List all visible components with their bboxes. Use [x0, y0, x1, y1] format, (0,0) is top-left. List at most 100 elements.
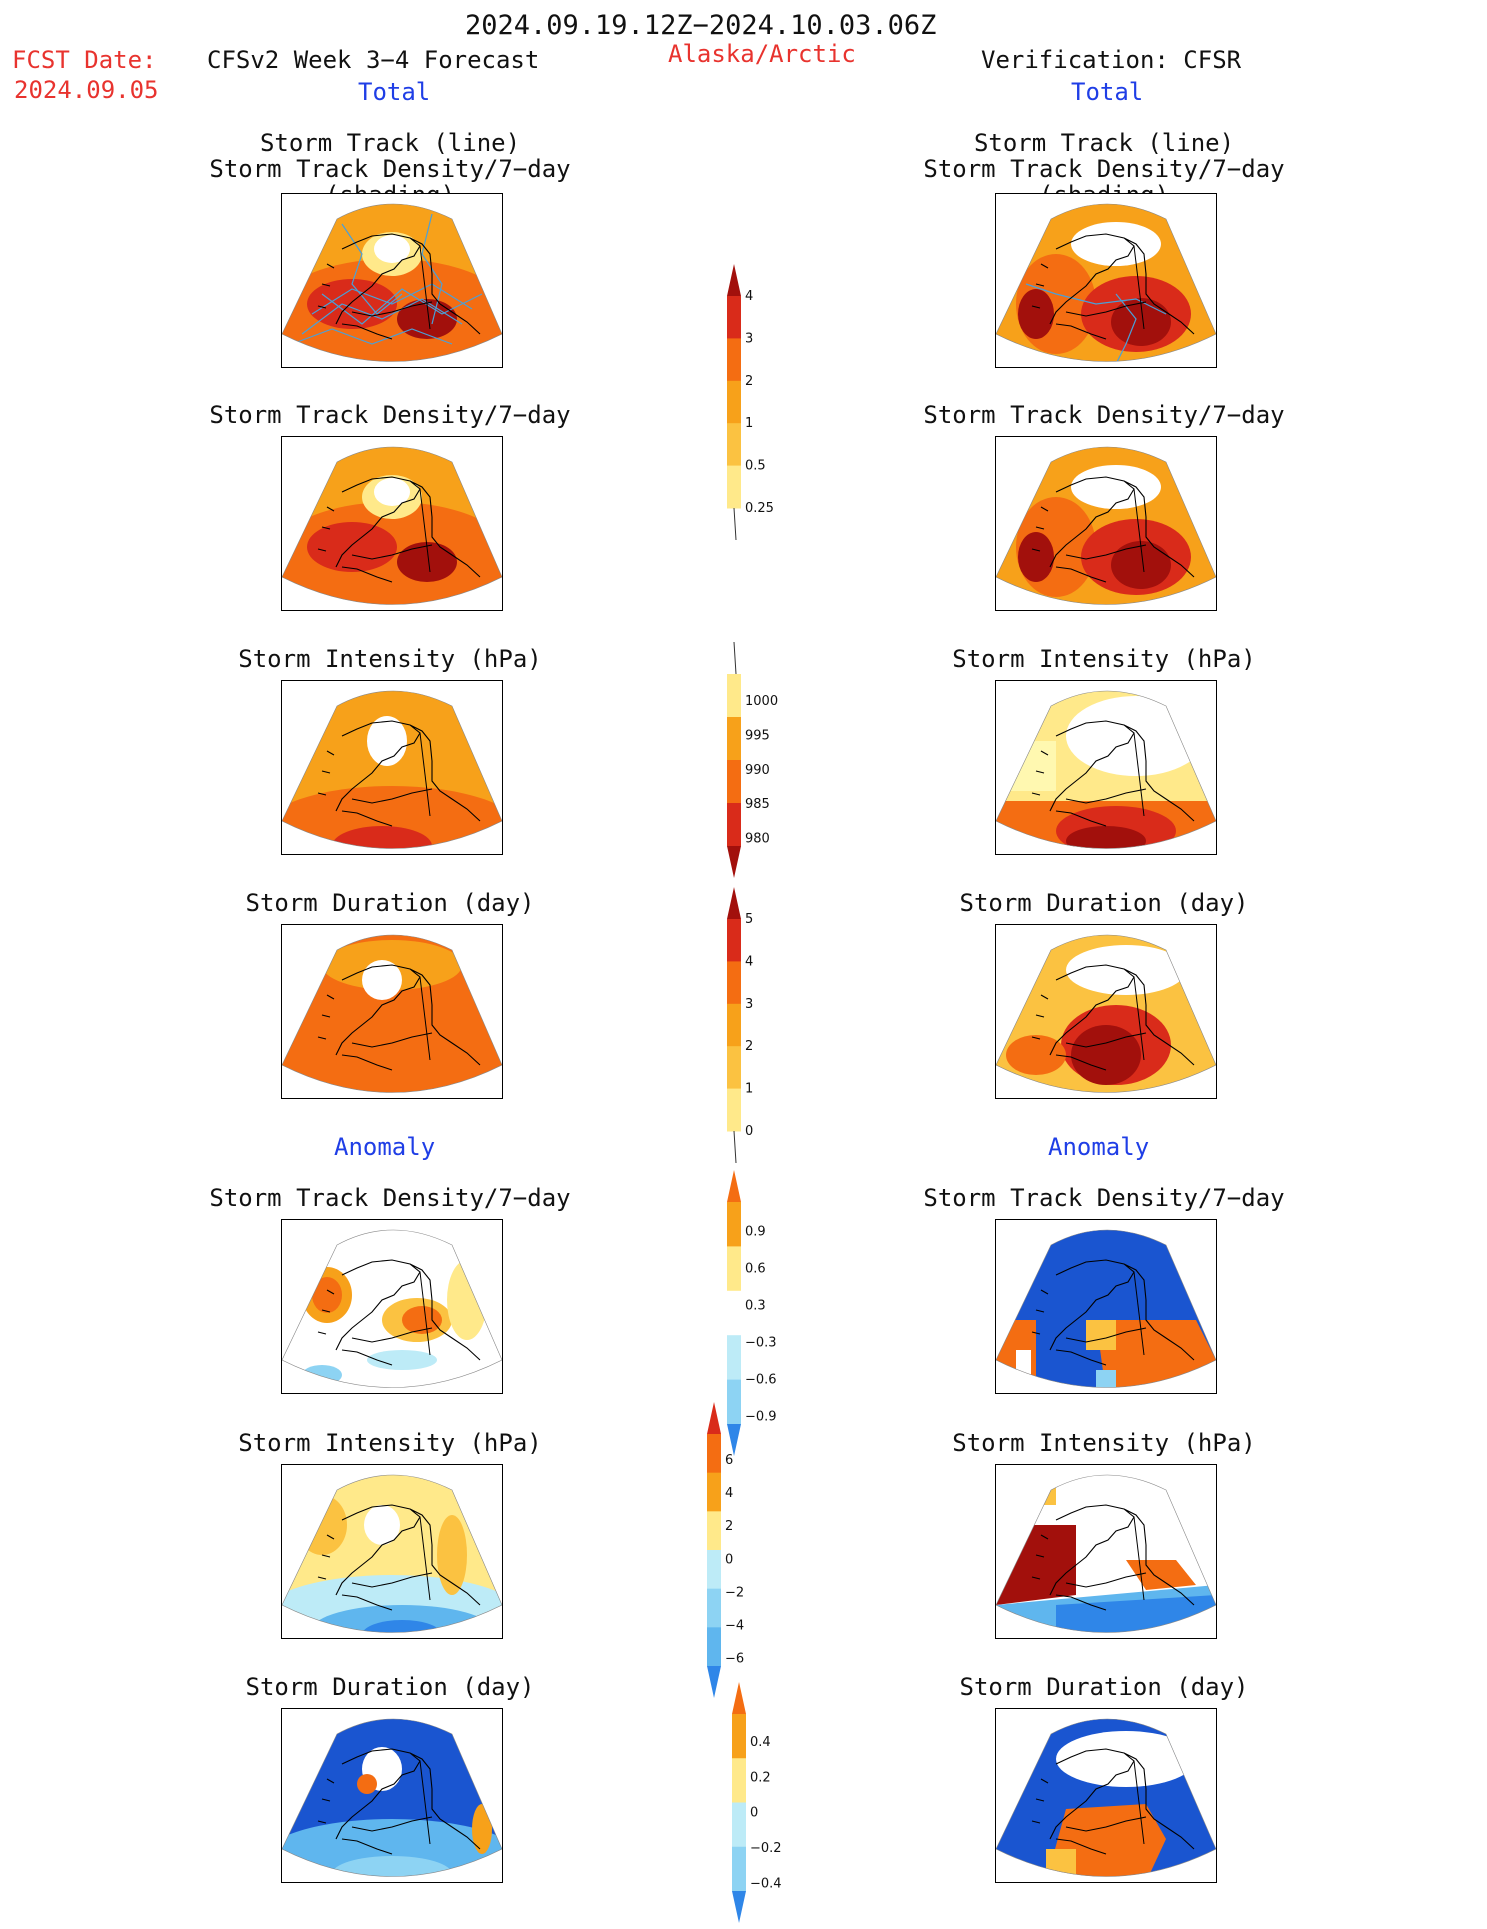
sector-outline — [282, 934, 502, 1093]
shading-field — [996, 935, 1216, 1093]
colorbar-segment — [727, 961, 741, 1005]
anomaly-label-left: Anomaly — [334, 1133, 436, 1161]
title-line-1: Storm Track (line) — [973, 129, 1235, 157]
colorbar-segment — [732, 1714, 746, 1759]
shading-field — [282, 691, 502, 849]
colorbar-duration-anom: 0.4 0.2 0 −0.2 −0.4 — [720, 1680, 800, 1929]
colorbar-density-anom: 0.9 0.6 0.3 −0.3 −0.6 −0.9 — [715, 1168, 795, 1462]
colorbar-segment — [727, 1246, 741, 1292]
title-left-density: Storm Track Density/7−day — [209, 401, 571, 429]
title-right-duration: Storm Duration (day) — [959, 889, 1249, 917]
verification-label: Verification: CFSR — [981, 46, 1242, 74]
colorbar-duration-total: 5 4 3 2 1 0 — [715, 885, 795, 1169]
border-line — [419, 488, 431, 573]
colorbar-arrow-bottom — [707, 1666, 721, 1698]
colorbar-tick-label: 990 — [745, 763, 770, 778]
border-line — [1133, 245, 1145, 330]
colorbar-tick-label: 0 — [745, 1124, 753, 1139]
colorbar-tail-top — [733, 641, 737, 675]
colorbar-tick-label: 0.6 — [745, 1261, 766, 1276]
map-right-density — [995, 436, 1217, 611]
colorbar-segment — [727, 380, 741, 424]
colorbar-intensity-anom: 6 4 2 0 −2 −4 −6 — [695, 1400, 775, 1704]
colorbar-tick-label: 3 — [745, 331, 753, 346]
colorbar-segment — [727, 423, 741, 467]
sector-outline — [996, 690, 1216, 849]
map-left-anom-density — [281, 1219, 503, 1394]
colorbar-segment — [707, 1550, 721, 1590]
colorbar-tick-label: 0 — [750, 1806, 758, 1821]
map-left-anom-intensity — [281, 1464, 503, 1639]
map-right-anom-intensity — [995, 1464, 1217, 1639]
shading-field — [996, 1475, 1216, 1633]
border-line — [1133, 1760, 1145, 1845]
total-label-left: Total — [358, 78, 431, 106]
colorbar-segment — [727, 1290, 741, 1336]
colorbar-tick-label: −0.4 — [750, 1876, 782, 1891]
colorbar-segment — [727, 760, 741, 804]
colorbar-segment — [727, 919, 741, 962]
colorbar-tick-label: 0 — [725, 1552, 733, 1567]
sector-outline — [996, 1718, 1216, 1877]
colorbar-tick-label: −6 — [725, 1652, 744, 1667]
border-line — [419, 1516, 431, 1601]
colorbar-tick-label: 1 — [745, 1082, 753, 1097]
coastline — [1031, 1748, 1195, 1855]
colorbar-tick-label: 1 — [745, 416, 753, 431]
shading-field — [282, 204, 502, 362]
border-line — [419, 732, 431, 817]
shading-field — [996, 1719, 1216, 1877]
title-left-intensity: Storm Intensity (hPa) — [238, 645, 542, 673]
shading-field — [282, 1719, 502, 1877]
colorbar-tick-label: 4 — [745, 954, 753, 969]
region-label: Alaska/Arctic — [668, 40, 856, 68]
colorbar-tick-label: 0.2 — [750, 1770, 771, 1785]
colorbar-arrow-bottom — [727, 1424, 741, 1456]
colorbar-intensity-total: 1000 995 990 985 980 — [715, 640, 795, 884]
colorbar-segment — [727, 803, 741, 847]
map-right-storm-track — [995, 193, 1217, 368]
sector-outline — [282, 203, 502, 362]
colorbar-tick-label: 0.25 — [745, 501, 774, 516]
coastline — [317, 1748, 481, 1855]
colorbar-tick-label: −0.9 — [745, 1409, 777, 1424]
map-left-anom-duration — [281, 1708, 503, 1883]
map-left-intensity — [281, 680, 503, 855]
map-left-duration — [281, 924, 503, 1099]
colorbar-segment — [727, 1335, 741, 1381]
colorbar-tick-label: 2 — [745, 1039, 753, 1054]
sector-outline — [282, 690, 502, 849]
title-right-anom-density: Storm Track Density/7−day — [923, 1184, 1285, 1212]
title-line-1: Storm Track (line) — [259, 129, 521, 157]
colorbar-segment — [727, 1088, 741, 1132]
coastline — [1031, 1504, 1195, 1611]
map-right-anom-duration — [995, 1708, 1217, 1883]
border-line — [1133, 1271, 1145, 1356]
title-left-anom-duration: Storm Duration (day) — [245, 1673, 535, 1701]
colorbar-tick-label: 4 — [725, 1486, 733, 1501]
title-right-intensity: Storm Intensity (hPa) — [952, 645, 1256, 673]
colorbar-segment — [732, 1846, 746, 1892]
colorbar-arrow-top — [707, 1402, 721, 1434]
colorbar-tick-label: 0.9 — [745, 1224, 766, 1239]
border-line — [1133, 1516, 1145, 1601]
sector-outline — [996, 446, 1216, 605]
colorbar-tick-label: 3 — [745, 997, 753, 1012]
title-left-anom-density: Storm Track Density/7−day — [209, 1184, 571, 1212]
sector-outline — [996, 1474, 1216, 1633]
coastline — [317, 720, 481, 827]
colorbar-tick-label: −4 — [725, 1619, 744, 1634]
colorbar-tail-bottom — [733, 1130, 737, 1164]
colorbar-tick-label: −2 — [725, 1585, 744, 1600]
sector-outline — [996, 1229, 1216, 1388]
colorbar-segment — [727, 674, 741, 718]
title-right-anom-intensity: Storm Intensity (hPa) — [952, 1429, 1256, 1457]
shading-field — [282, 447, 502, 605]
shading-field — [996, 691, 1216, 849]
colorbar-arrow-top — [727, 264, 741, 296]
colorbar-tick-label: 1000 — [745, 694, 778, 709]
colorbar-density-total: 4 3 2 1 0.5 0.25 — [715, 262, 795, 546]
colorbar-segment — [727, 1046, 741, 1090]
colorbar-tick-label: −0.3 — [745, 1335, 777, 1350]
border-line — [419, 976, 431, 1061]
